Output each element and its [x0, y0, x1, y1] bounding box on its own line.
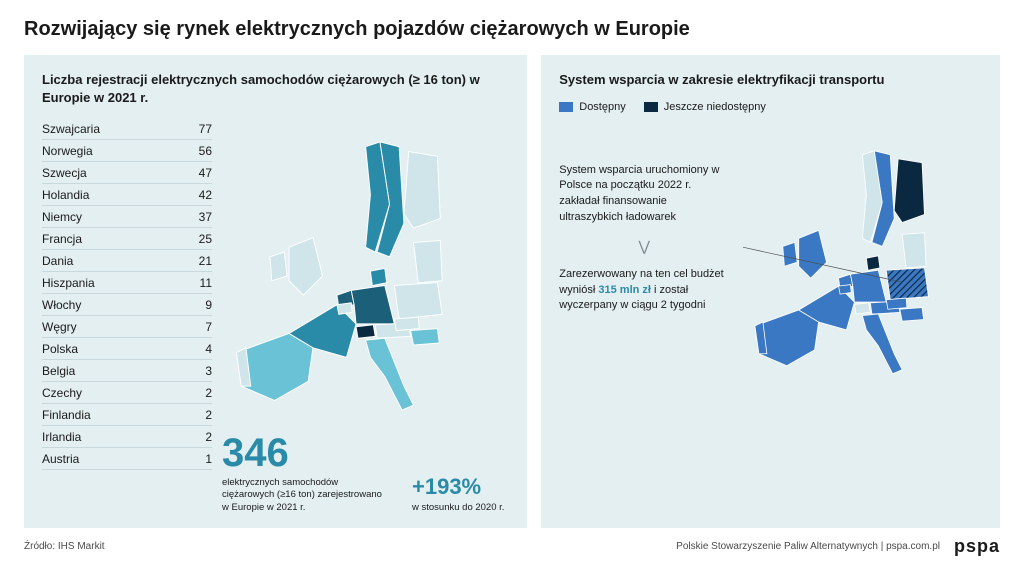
right-notes: System wsparcia uruchomiony w Polsce na …: [559, 123, 729, 514]
table-row: Polska4: [42, 338, 212, 360]
stat-growth: +193% w stosunku do 2020 r.: [412, 476, 504, 514]
legend: Dostępny Jeszcze niedostępny: [559, 101, 982, 113]
legend-unavailable-label: Jeszcze niedostępny: [664, 101, 766, 113]
rmap-czech: [886, 298, 907, 309]
rmap-belgium: [839, 284, 852, 294]
left-map: [222, 118, 509, 427]
legend-available-label: Dostępny: [579, 101, 625, 113]
map-baltics: [413, 241, 442, 283]
stat-growth-value: +193%: [412, 476, 504, 498]
rmap-poland: [886, 267, 928, 299]
legend-unavailable-swatch: [644, 102, 658, 112]
right-panel: System wsparcia w zakresie elektryfikacj…: [541, 55, 1000, 528]
table-row: Francja25: [42, 228, 212, 250]
rmap-italy: [863, 314, 903, 374]
panels-row: Liczba rejestracji elektrycznych samocho…: [24, 55, 1000, 528]
rmap-hungary: [900, 307, 924, 321]
registrations-table: Szwajcaria77Norwegia56Szwecja47Holandia4…: [42, 118, 212, 514]
map-uk: [289, 238, 323, 295]
table-row: Węgry7: [42, 316, 212, 338]
legend-available: Dostępny: [559, 101, 625, 113]
note-1: System wsparcia uruchomiony w Polsce na …: [559, 163, 729, 227]
table-row: Norwegia56: [42, 140, 212, 162]
table-row: Irlandia2: [42, 426, 212, 448]
rmap-ireland: [783, 242, 797, 266]
note-divider-icon: ⋁: [559, 236, 729, 256]
rmap-uk: [799, 230, 827, 278]
right-panel-title: System wsparcia w zakresie elektryfikacj…: [559, 71, 982, 89]
left-panel: Liczba rejestracji elektrycznych samocho…: [24, 55, 527, 528]
right-map: [743, 123, 982, 514]
rmap-finland: [894, 158, 924, 222]
table-row: Holandia42: [42, 184, 212, 206]
table-row: Szwecja47: [42, 162, 212, 184]
left-panel-title: Liczba rejestracji elektrycznych samocho…: [42, 71, 509, 106]
stat-total-value: 346: [222, 433, 382, 473]
legend-unavailable: Jeszcze niedostępny: [644, 101, 766, 113]
footer: Źródło: IHS Markit Polskie Stowarzyszeni…: [24, 528, 1000, 557]
stat-growth-caption: w stosunku do 2020 r.: [412, 502, 504, 514]
rmap-baltics: [902, 232, 926, 267]
table-row: Austria1: [42, 448, 212, 470]
footer-logo: pspa: [954, 536, 1000, 557]
map-denmark: [370, 268, 386, 285]
rmap-denmark: [867, 255, 881, 269]
stat-total-caption: elektrycznych samochodów ciężarowych (≥1…: [222, 477, 382, 514]
map-ireland: [270, 252, 287, 281]
footer-org: Polskie Stowarzyszenie Paliw Alternatywn…: [676, 541, 940, 552]
table-row: Dania21: [42, 250, 212, 272]
table-row: Szwajcaria77: [42, 118, 212, 140]
map-germany: [351, 286, 394, 324]
map-hungary: [411, 329, 440, 345]
map-belgium: [337, 303, 352, 314]
map-switzerland: [356, 325, 375, 338]
map-czech: [394, 317, 419, 330]
map-poland: [394, 283, 442, 319]
map-finland: [404, 152, 440, 229]
rmap-switzerland: [855, 302, 871, 313]
footer-source: Źródło: IHS Markit: [24, 541, 105, 552]
table-row: Niemcy37: [42, 206, 212, 228]
table-row: Czechy2: [42, 382, 212, 404]
legend-available-swatch: [559, 102, 573, 112]
note-2: Zarezerwowany na ten cel budżet wyniósł …: [559, 267, 729, 315]
map-italy: [366, 338, 414, 410]
table-row: Włochy9: [42, 294, 212, 316]
table-row: Hiszpania11: [42, 272, 212, 294]
stat-total: 346 elektrycznych samochodów ciężarowych…: [222, 433, 382, 514]
page-title: Rozwijający się rynek elektrycznych poja…: [24, 18, 1000, 41]
table-row: Finlandia2: [42, 404, 212, 426]
table-row: Belgia3: [42, 360, 212, 382]
